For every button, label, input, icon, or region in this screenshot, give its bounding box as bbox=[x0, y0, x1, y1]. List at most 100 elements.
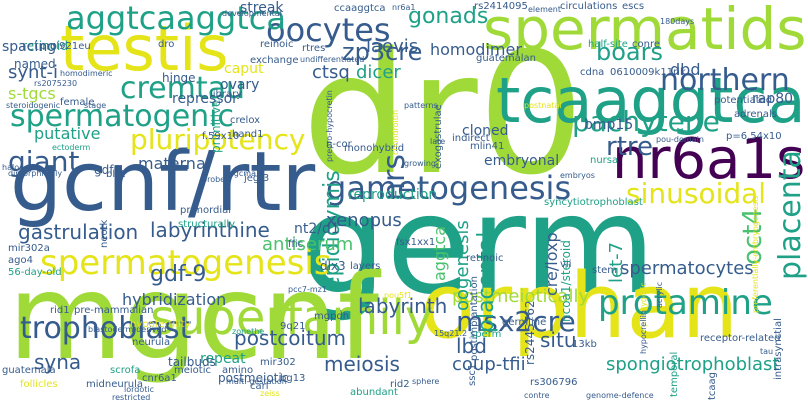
cloud-word: gdf9 bbox=[94, 163, 122, 177]
cloud-word: coup-tfii bbox=[452, 354, 526, 375]
cloud-word: s-tgcs bbox=[8, 84, 56, 103]
cloud-word: receptor-related bbox=[700, 333, 781, 344]
cloud-word: dlx3 bbox=[320, 259, 346, 273]
cloud-word: sperm bbox=[470, 329, 502, 340]
cloud-word: nr6a1s bbox=[612, 127, 806, 192]
cloud-word: northern bbox=[660, 63, 790, 98]
cloud-word: dicer bbox=[356, 62, 401, 83]
cloud-word: mlin41 bbox=[470, 141, 505, 152]
cloud-word: half-site bbox=[588, 39, 628, 50]
cloud-word: jeg-3 bbox=[244, 173, 270, 184]
cloud-word: 0610009k11rik bbox=[610, 67, 686, 78]
cloud-word: pou5f1 bbox=[384, 291, 413, 300]
cloud-word: reproduction bbox=[348, 187, 438, 203]
cloud-word: restricted bbox=[112, 393, 151, 402]
cloud-word: prepro-hypocretin bbox=[325, 90, 334, 162]
cloud-word: retinoic bbox=[466, 253, 504, 264]
cloud-word: ncoa1/steroid bbox=[559, 240, 573, 322]
cloud-word: labyrinthine bbox=[150, 218, 270, 242]
cloud-word: oocytes bbox=[266, 11, 391, 49]
cloud-word: blot bbox=[106, 169, 126, 180]
cloud-word: protamine bbox=[598, 283, 773, 323]
cloud-word: ccaaggtca bbox=[334, 3, 386, 14]
cloud-word: developmental bbox=[222, 9, 282, 18]
cloud-word: syna bbox=[34, 350, 82, 374]
cloud-word: ago4 bbox=[8, 255, 33, 266]
cloud-word: ffic bbox=[288, 239, 304, 250]
cloud-word: homodimeric bbox=[60, 69, 113, 78]
cloud-word: reinoic bbox=[260, 39, 294, 50]
cloud-word: prol921eu bbox=[40, 41, 91, 52]
cloud-word: 56-day-old bbox=[8, 267, 62, 278]
cloud-word: rs2075230 bbox=[34, 79, 78, 88]
cloud-word: mir302 bbox=[260, 357, 296, 368]
cloud-word: postmeiotic bbox=[218, 371, 289, 385]
cloud-word: rtres bbox=[302, 43, 326, 54]
cloud-word: postnatal bbox=[524, 101, 562, 110]
cloud-word: adrenals bbox=[734, 109, 777, 120]
cloud-word: 9q21 bbox=[280, 321, 306, 332]
cloud-word: conre bbox=[632, 39, 660, 50]
cloud-word: bg13 bbox=[280, 373, 306, 384]
cloud-word: rid2 bbox=[390, 379, 410, 390]
cloud-word: halo bbox=[2, 163, 20, 172]
cloud-word: pcc7-mz1 bbox=[288, 285, 327, 294]
cloud-word: primordial bbox=[180, 205, 232, 216]
cloud-word: pachytene bbox=[572, 105, 720, 138]
cloud-word: primitive bbox=[209, 99, 223, 153]
cloud-word: p=6.54x10 bbox=[726, 131, 782, 142]
cloud-word: cremtau bbox=[120, 71, 246, 106]
cloud-word: acrylic bbox=[655, 281, 664, 308]
cloud-word: giant bbox=[8, 145, 80, 178]
cloud-word: dimorphically bbox=[8, 169, 63, 178]
cloud-word: zonethe bbox=[232, 327, 265, 336]
cloud-word: mir302a bbox=[8, 243, 50, 254]
cloud-word: scrofa bbox=[110, 365, 141, 376]
cloud-word: hand1 bbox=[232, 129, 264, 140]
cloud-word: tcaaggtca bbox=[496, 64, 806, 137]
cloud-word: superfamily bbox=[150, 290, 434, 346]
cloud-word: msx2cre bbox=[456, 305, 576, 338]
cloud-word: library bbox=[210, 89, 243, 100]
cloud-word: maternal bbox=[138, 154, 211, 173]
cloud-word: repeat bbox=[200, 351, 246, 367]
cloud-word: gonads bbox=[408, 4, 489, 29]
cloud-word: postcoitum bbox=[234, 326, 346, 350]
cloud-word: multi-gestation bbox=[226, 377, 287, 386]
cloud-word: orphan bbox=[420, 254, 739, 359]
cloud-word: meiotic bbox=[174, 365, 211, 376]
cloud-word: neurula bbox=[132, 337, 171, 348]
cloud-word: tau bbox=[760, 347, 774, 356]
cloud-word: sphere bbox=[412, 377, 440, 386]
cloud-word: mgcma bbox=[226, 169, 256, 178]
cloud-word: antiserum bbox=[262, 234, 354, 255]
cloud-word: ovary bbox=[220, 77, 260, 93]
cloud-word: cdna bbox=[580, 67, 605, 78]
cloud-word: escs bbox=[622, 1, 645, 12]
cloud-word: lordotic bbox=[124, 385, 154, 394]
cloud-word: female bbox=[60, 97, 95, 108]
cloud-word: hypofertility bbox=[130, 319, 191, 330]
cloud-word: situ bbox=[540, 328, 577, 352]
cloud-word: cre/loxp bbox=[542, 232, 561, 296]
cloud-word: chondroitin bbox=[391, 109, 400, 155]
cloud-word: spermatogenic bbox=[10, 99, 235, 134]
cloud-word: sinusoidal bbox=[626, 177, 767, 210]
cloud-word: tailbuds bbox=[168, 355, 216, 369]
cloud-word: dr0 bbox=[302, 16, 585, 212]
cloud-word: ctsq bbox=[312, 62, 350, 83]
cloud-word: nursa bbox=[590, 155, 619, 166]
cloud-word: 15q21.2 bbox=[434, 329, 468, 338]
cloud-word: late bbox=[430, 137, 446, 146]
cloud-word: mgpdh bbox=[314, 311, 350, 322]
cloud-word: carl bbox=[250, 381, 269, 392]
cloud-word: germline bbox=[502, 317, 547, 328]
cloud-word: pluripotency bbox=[130, 123, 306, 156]
cloud-word: neotk bbox=[99, 219, 110, 248]
cloud-word: rs2445762 bbox=[523, 300, 537, 365]
cloud-word: blastoderm-derived bbox=[88, 325, 167, 334]
cloud-word: homodimer bbox=[430, 40, 522, 59]
cloud-word: repressor bbox=[172, 91, 238, 107]
cloud-word: follicles bbox=[20, 379, 58, 390]
cloud-word: caput bbox=[224, 61, 264, 77]
